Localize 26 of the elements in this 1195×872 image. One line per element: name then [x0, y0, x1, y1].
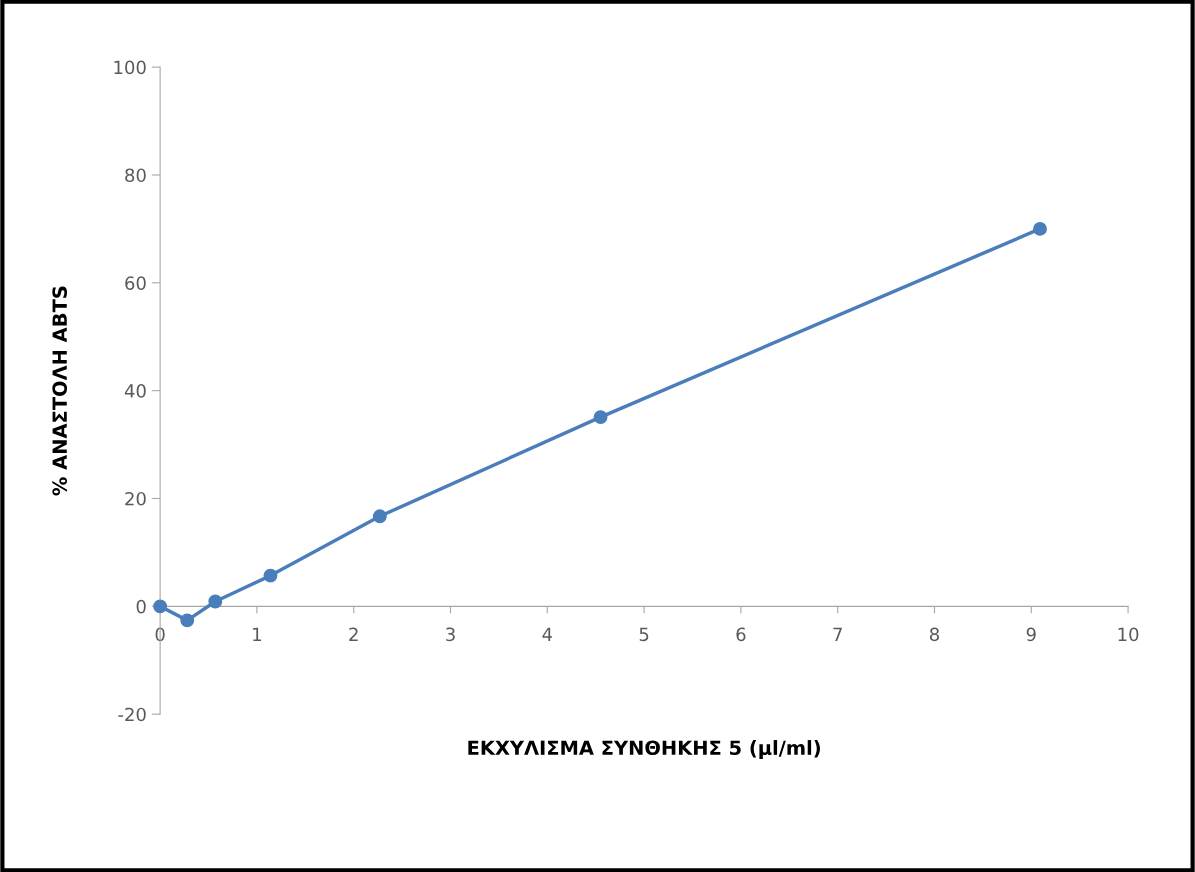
point: [208, 594, 223, 609]
y-tick-label: 80: [125, 168, 146, 183]
x-tick-label: 4: [542, 627, 553, 641]
x-tick-label: 10: [1118, 627, 1139, 642]
x-tick-label: 1: [253, 627, 261, 641]
y-tick-label: 60: [125, 276, 146, 290]
x-tick-label: 7: [833, 627, 842, 641]
x-tick-label: 8: [929, 627, 939, 642]
x-tick-label: 0: [155, 627, 165, 642]
y-tick-label: 0: [136, 599, 146, 614]
x-tick-label: 6: [736, 627, 746, 642]
point: [593, 410, 608, 425]
y-tick-label: 20: [125, 491, 146, 506]
y-tick-label: -20: [118, 707, 146, 722]
y-axis-title: % ΑΝΑΣΤΟΛΗ ABTS: [52, 286, 68, 496]
point: [1033, 221, 1047, 236]
x-tick-label: 9: [1026, 627, 1036, 642]
point: [180, 613, 195, 628]
x-tick-label: 2: [349, 627, 358, 641]
x-axis-title: ΕΚΧΥΛΙΣΜΑ ΣΥΝΘΗΚΗΣ 5 (μl/ml): [468, 740, 820, 759]
point: [263, 568, 278, 583]
y-tick-label: 40: [124, 384, 146, 398]
x-tick-label: 5: [639, 627, 649, 642]
point: [372, 509, 387, 524]
y-tick-label: 100: [114, 60, 146, 75]
x-tick-label: 3: [446, 627, 455, 642]
